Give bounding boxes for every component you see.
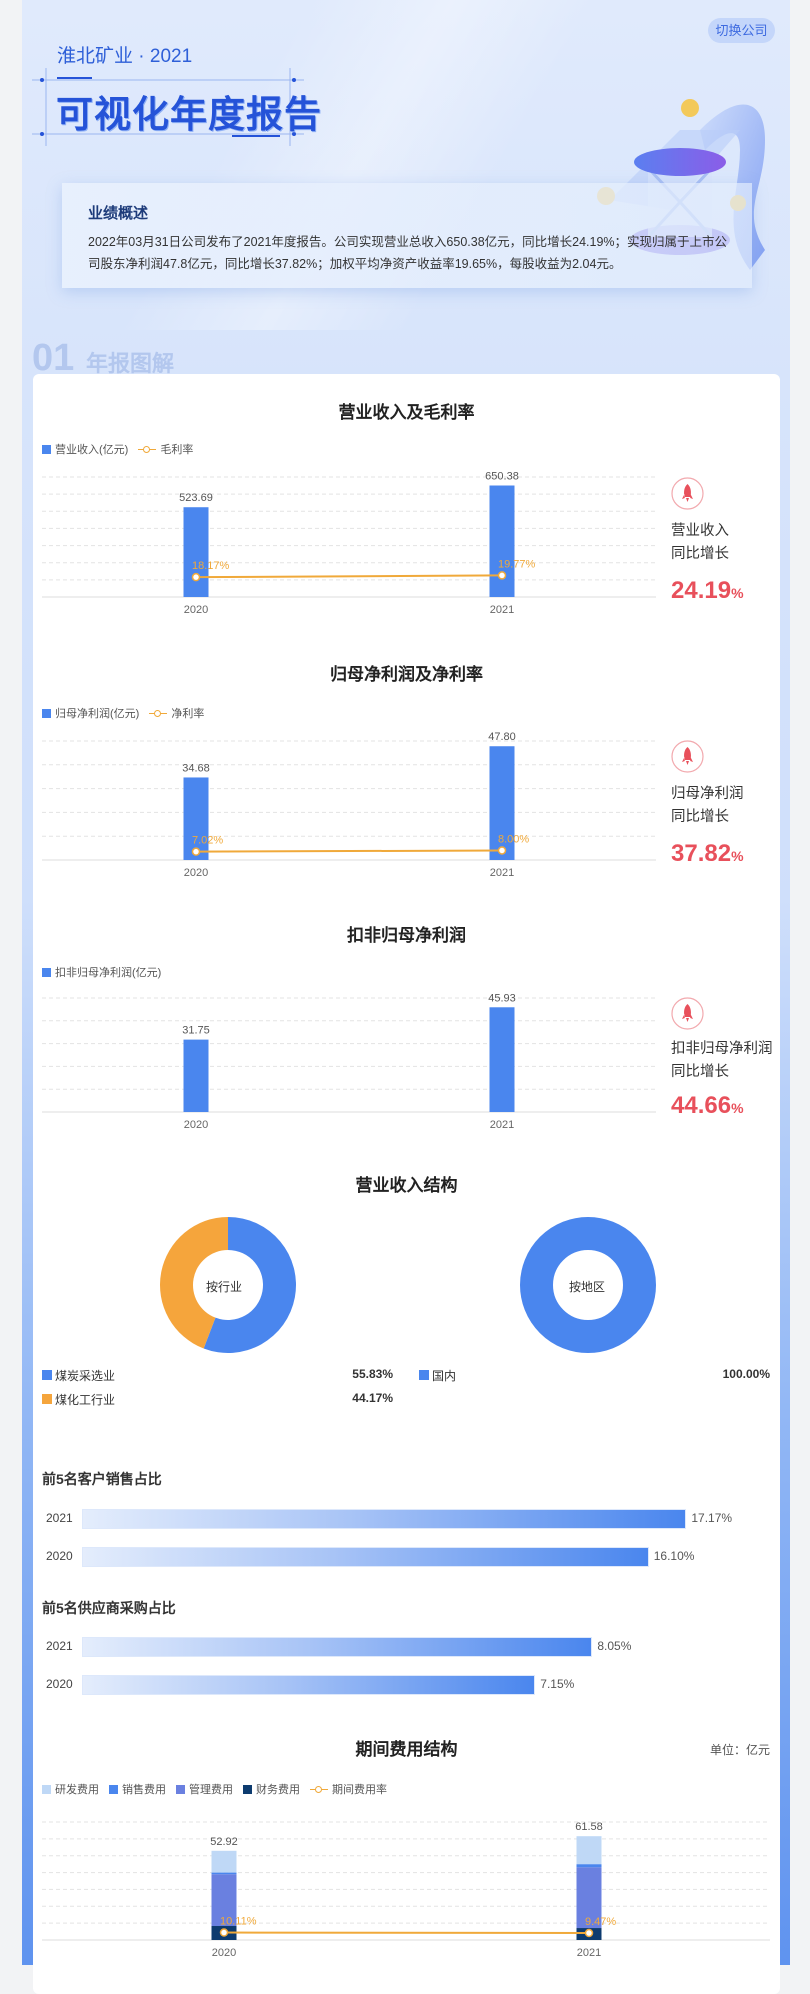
rate-label: 10.11% [220,1916,257,1928]
x-tick-label: 2021 [490,867,514,879]
rate-label: 19.77% [498,558,536,570]
bar-2020 [184,507,209,597]
bar-value-label: 523.69 [179,492,213,504]
bar-2020 [212,1873,237,1875]
chart-title-text: 营业收入结构 [356,1176,458,1195]
bar-value-label: 34.68 [182,762,210,774]
pie-slice-国内 [537,1234,640,1337]
chart-title-text: 期间费用结构 [356,1740,458,1759]
rate-point [193,848,200,855]
bar-2021 [577,1836,602,1864]
rate-point [221,1929,228,1936]
rate-label: 18.17% [192,560,230,572]
rate-line [196,575,502,577]
rate-label: 9.47% [585,1916,616,1928]
bar-value-label: 45.93 [488,992,516,1004]
rate-point [499,847,506,854]
bar-2021 [490,1007,515,1112]
chart-title-text: 扣非归母净利润 [347,926,466,945]
rate-point [193,574,200,581]
bar-2021 [490,486,515,597]
bar-value-label: 47.80 [488,731,516,743]
bar-2021 [577,1864,602,1867]
bar-value-label: 650.38 [485,471,519,483]
x-tick-label: 2020 [184,867,208,879]
bar-2020 [184,1040,209,1112]
x-tick-label: 2021 [490,604,514,616]
chart-title-text: 营业收入及毛利率 [339,403,475,422]
rate-label: 7.02% [192,835,223,847]
x-tick-label: 2020 [212,1947,236,1959]
x-tick-label: 2021 [490,1119,514,1131]
bar-value-label: 61.58 [575,1821,603,1833]
rate-point [499,572,506,579]
bar-value-label: 52.92 [210,1836,238,1848]
rate-label: 8.00% [498,833,529,845]
rate-line [196,850,502,851]
rate-point [586,1930,593,1937]
chart-title-text: 归母净利润及净利率 [330,665,483,684]
bar-2020 [212,1851,237,1873]
x-tick-label: 2020 [184,1119,208,1131]
bar-value-label: 31.75 [182,1025,210,1037]
x-tick-label: 2020 [184,604,208,616]
x-tick-label: 2021 [577,1947,601,1959]
